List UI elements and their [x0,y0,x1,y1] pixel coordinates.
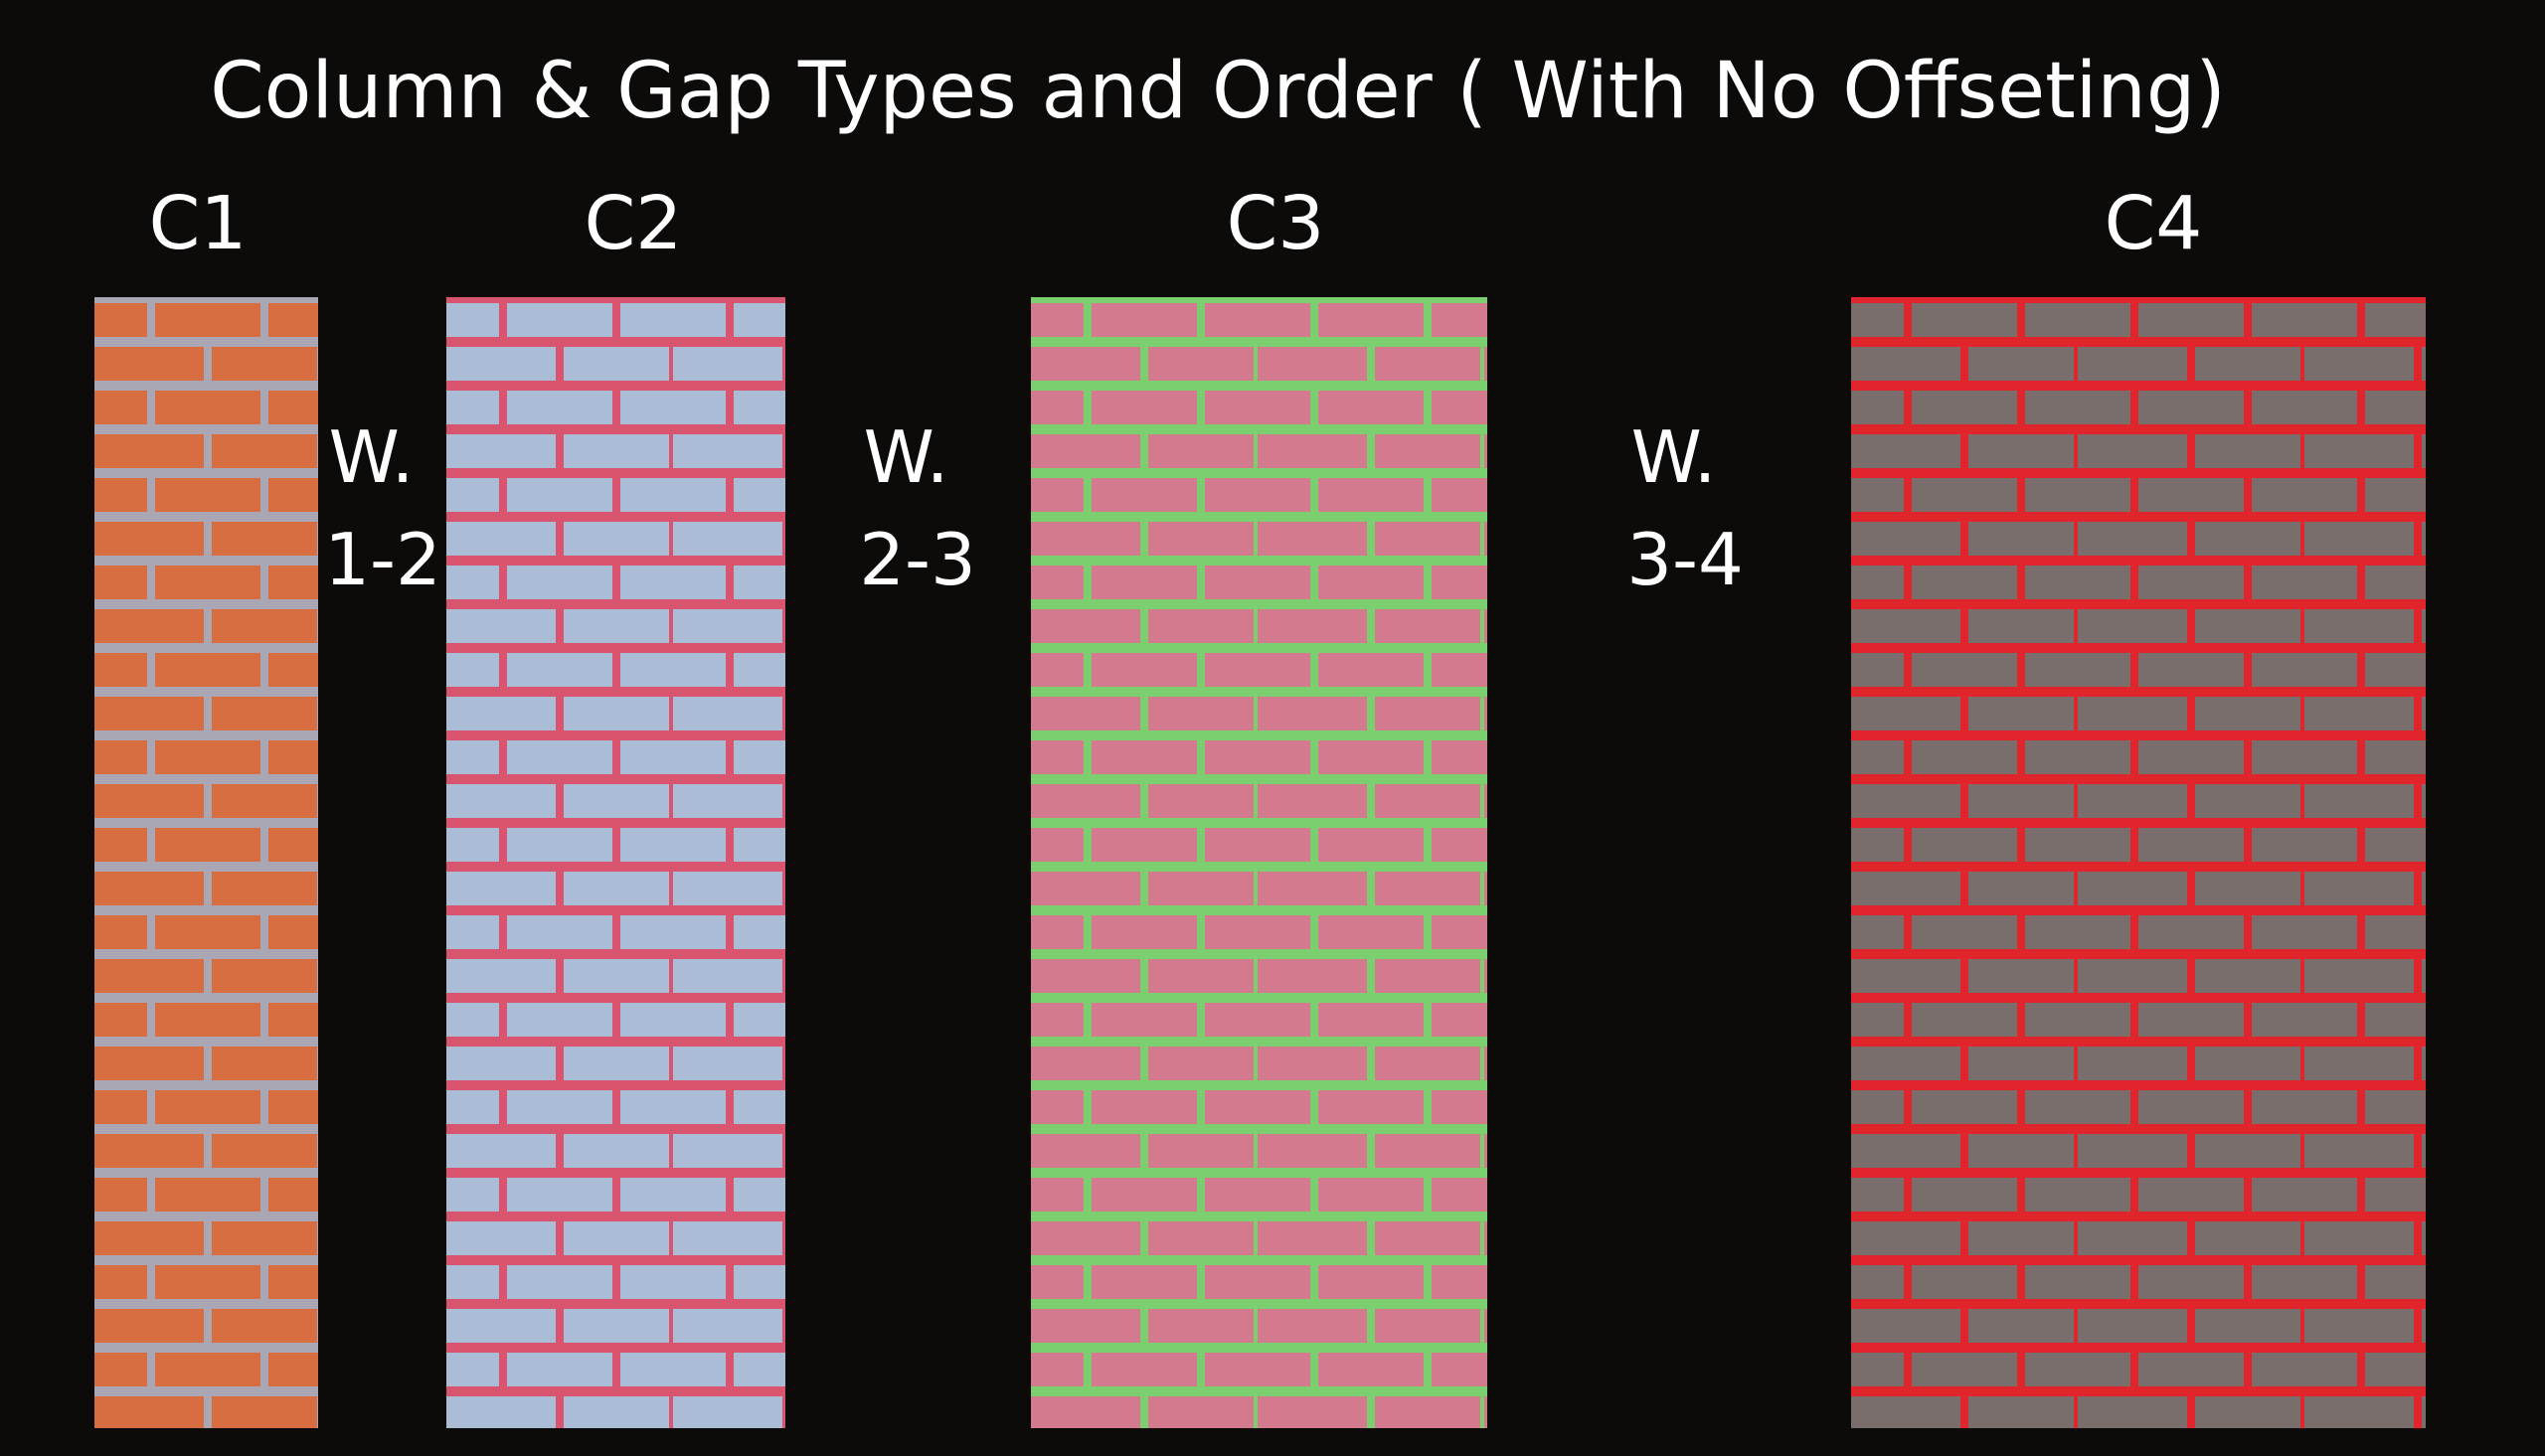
brick-column [1851,297,2426,1428]
gap-label-line: W. [1631,415,1717,499]
brick-column [446,297,785,1428]
gap-label-line: W. [329,415,415,499]
gap-label: W. 3-4 [1626,415,1744,601]
brick-column [94,297,318,1428]
title: Column & Gap Types and Order ( With No O… [210,47,2226,136]
column-label: C3 [1227,181,1325,266]
column-label: C1 [149,181,248,266]
column-label: C2 [585,181,683,266]
gap-label-line: 2-3 [859,518,976,601]
column-label: C4 [2105,181,2203,266]
gap-label: W. 1-2 [324,415,441,601]
gap-label-line: 1-2 [324,518,441,601]
gap-label-line: 3-4 [1626,518,1744,601]
gap-label: W. 2-3 [859,415,976,601]
gap-label-line: W. [864,415,949,499]
brick-column [1031,297,1487,1428]
